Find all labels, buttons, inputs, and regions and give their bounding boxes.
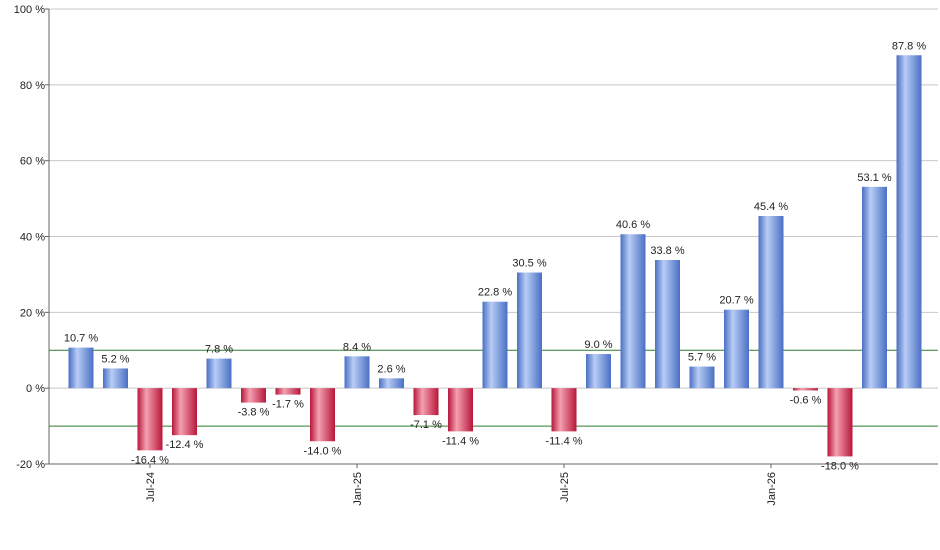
data-label: -11.4 % <box>545 435 582 447</box>
bar <box>103 368 128 389</box>
bar <box>413 388 439 416</box>
bar <box>344 356 370 389</box>
bar <box>620 234 646 389</box>
data-label: -0.6 % <box>790 394 822 406</box>
data-label: 53.1 % <box>857 172 891 184</box>
bar <box>448 388 473 432</box>
data-labels: 10.7 %5.2 % -16.4 % -12.4 % 7.8 % -3.8 %-1.7… <box>64 40 926 472</box>
bar <box>68 347 94 389</box>
bar <box>896 55 922 389</box>
bar <box>206 358 232 389</box>
y-tick-label: 60 % <box>20 156 45 168</box>
data-label: 45.4 % <box>754 201 788 213</box>
data-label: -1.7 % <box>272 399 304 411</box>
data-label: 8.4 % <box>343 341 371 353</box>
y-tick-label: 0 % <box>26 383 45 395</box>
bar <box>172 388 197 436</box>
bars <box>68 55 922 457</box>
bar <box>137 388 163 451</box>
data-label: 30.5 % <box>512 258 546 270</box>
y-tick-label: 40 % <box>20 232 45 244</box>
y-tick-label: 20 % <box>20 307 45 319</box>
bar <box>551 388 577 432</box>
bar <box>655 260 680 389</box>
data-label: 7.8 % <box>205 344 233 356</box>
bar <box>482 301 508 389</box>
x-tick-label: Jul-25 <box>559 472 571 502</box>
x-tick-label: Jan-25 <box>352 472 364 506</box>
data-label: -7.1 % <box>410 419 442 431</box>
x-tick-label: Jan-26 <box>766 472 778 506</box>
bar <box>517 272 542 389</box>
data-label: 5.7 % <box>688 352 716 364</box>
y-tick-label: -20 % <box>16 459 45 471</box>
y-tick-label: 100 % <box>14 4 45 16</box>
data-label: -12.4 % <box>166 439 204 451</box>
bar <box>862 186 887 389</box>
bar <box>758 216 784 389</box>
y-tick-label: 80 % <box>20 80 45 92</box>
bar <box>241 388 266 403</box>
bar <box>379 378 404 389</box>
data-label: 5.2 % <box>101 353 129 365</box>
bar <box>793 388 818 391</box>
data-label: 22.8 % <box>478 287 512 299</box>
data-label: -16.4 % <box>131 454 169 466</box>
data-label: 87.8 % <box>892 40 926 52</box>
bar <box>586 354 611 389</box>
x-tick-label: Jul-24 <box>145 472 157 502</box>
bar <box>275 388 301 395</box>
bar <box>310 388 335 442</box>
axes: -20 % 0 % 20 % 40 % 60 % 80 % 100 % Jul-24 Jan-2… <box>14 4 938 506</box>
data-label: -11.4 % <box>442 435 479 447</box>
data-label: 20.7 % <box>719 295 753 307</box>
data-label: 10.7 % <box>64 333 98 345</box>
data-label: 9.0 % <box>584 339 612 351</box>
data-label: 40.6 % <box>616 219 650 231</box>
data-label: 2.6 % <box>377 363 405 375</box>
bar <box>724 309 749 389</box>
data-label: -3.8 % <box>238 407 270 419</box>
data-label: -14.0 % <box>304 445 342 457</box>
bar <box>827 388 853 457</box>
data-label: 33.8 % <box>650 245 684 257</box>
bar <box>689 366 715 389</box>
data-label: -18.0 % <box>821 460 859 472</box>
